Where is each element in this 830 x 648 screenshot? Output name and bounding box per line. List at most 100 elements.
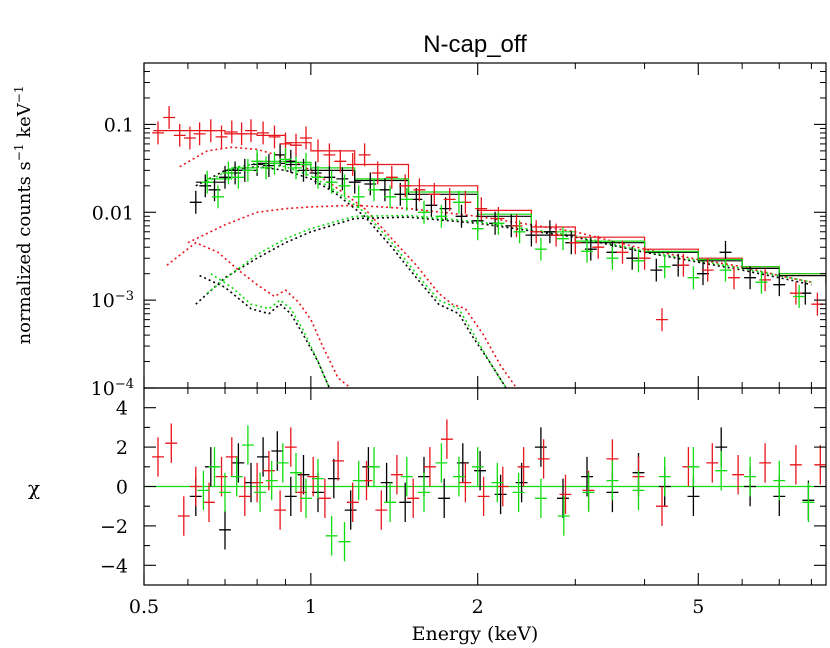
residual-point [307,456,320,497]
residual-point [534,478,547,518]
model-component-3 [195,165,507,388]
spectrum-point [557,227,569,251]
spectrum-point [309,161,322,185]
x-tick-label: 1 [305,596,317,618]
residual-point [474,451,486,491]
spectrum-point [658,255,671,279]
residual-y-tick-label: 0 [116,477,128,499]
residual-point [441,419,453,459]
residual-point [219,472,231,513]
spectrum-point [400,188,413,211]
spectrum-y-axis-label: normalized counts s−1 keV−1 [12,86,35,345]
residual-point [375,490,388,530]
residual-point [732,455,745,495]
spectrum-point [399,174,412,198]
residual-point [219,510,231,550]
residual-point [152,437,164,477]
spectrum-point [616,240,629,264]
residual-point [534,427,547,467]
residual-point [290,453,302,493]
residual-point [352,460,365,501]
spectrum-point [687,266,700,290]
spectrum-point [697,262,709,286]
spectrum-point [268,151,281,175]
residual-point [656,486,668,526]
spectrum-point [455,204,468,228]
spectrum-point [222,161,235,185]
spectrum-point [274,143,286,167]
spectrum-y-tick-label: 10−4 [91,377,134,401]
residual-point [265,460,278,501]
spectrum-point [323,143,336,167]
spectrum-point [530,220,543,244]
spectrum-point [193,122,206,146]
spectrum-point [793,285,805,308]
model-component-1 [187,204,812,283]
spectrum-point [300,153,312,176]
spectrum-y-tick-label: 0.01 [92,202,134,224]
residual-point [197,470,210,511]
spectrum-point [163,106,176,129]
spectrum-point [385,165,398,189]
spectrum-point [471,217,484,241]
spectrum-y-tick-label: 10−3 [91,289,134,313]
spectrum-point [348,170,361,194]
spectrum-y-tick-label: 0.1 [104,114,134,136]
residual-point [238,476,251,516]
residual-point [559,474,572,515]
spectrum-point [413,178,426,202]
residual-point [789,445,802,485]
spectrum-point [212,185,224,209]
residual-point [274,490,286,530]
spectrum-point [300,126,312,150]
residual-point [537,439,550,479]
x-tick-label: 2 [472,596,484,618]
residual-point [557,478,569,518]
residual-point [706,443,719,483]
model-component-8 [210,273,331,388]
residual-point [284,476,297,516]
residual-point [418,472,430,513]
residual-point [399,482,412,522]
spectrum-point [290,156,302,180]
spectrum-point [232,165,245,189]
spectrum-point [435,204,448,228]
spectrum-point [418,200,430,224]
spectrum-point [242,158,254,182]
residual-point [295,472,307,513]
model-component-2 [166,241,352,388]
spectrum-point [225,120,238,144]
residual-point [391,455,403,495]
spectrum-point [677,253,690,277]
residual-point [203,482,215,522]
residual-point [557,496,570,536]
residual-point [438,478,451,518]
spectrum-point [215,125,228,149]
spectrum-point [475,197,488,221]
residual-point [744,456,756,497]
residual-point [773,460,786,501]
residual-point [225,437,238,477]
spectrum-point [334,149,347,173]
residual-point [177,496,190,536]
residual-point [400,456,413,497]
residual-point [582,472,595,513]
residual-point [312,458,324,499]
spectrum-point [312,165,324,189]
residual-point [435,443,448,483]
spectrum-point [199,174,212,198]
residual-point [300,478,312,518]
residual-point [658,456,671,497]
model-component-5 [199,274,331,388]
residual-point [517,447,530,487]
residual-point [491,462,504,503]
spectrum-plot-area [152,106,826,388]
residual-point [257,437,269,477]
model-component-4 [195,216,812,305]
spectrum-point [338,174,351,198]
residual-point [814,445,826,485]
residual-point [215,456,228,497]
x-tick-label: 0.5 [129,596,159,618]
residual-point [189,466,202,507]
spectrum-point [201,170,214,194]
